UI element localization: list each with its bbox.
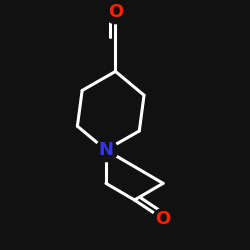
Text: O: O [108,3,123,21]
Text: O: O [156,210,171,228]
Text: N: N [98,141,114,159]
